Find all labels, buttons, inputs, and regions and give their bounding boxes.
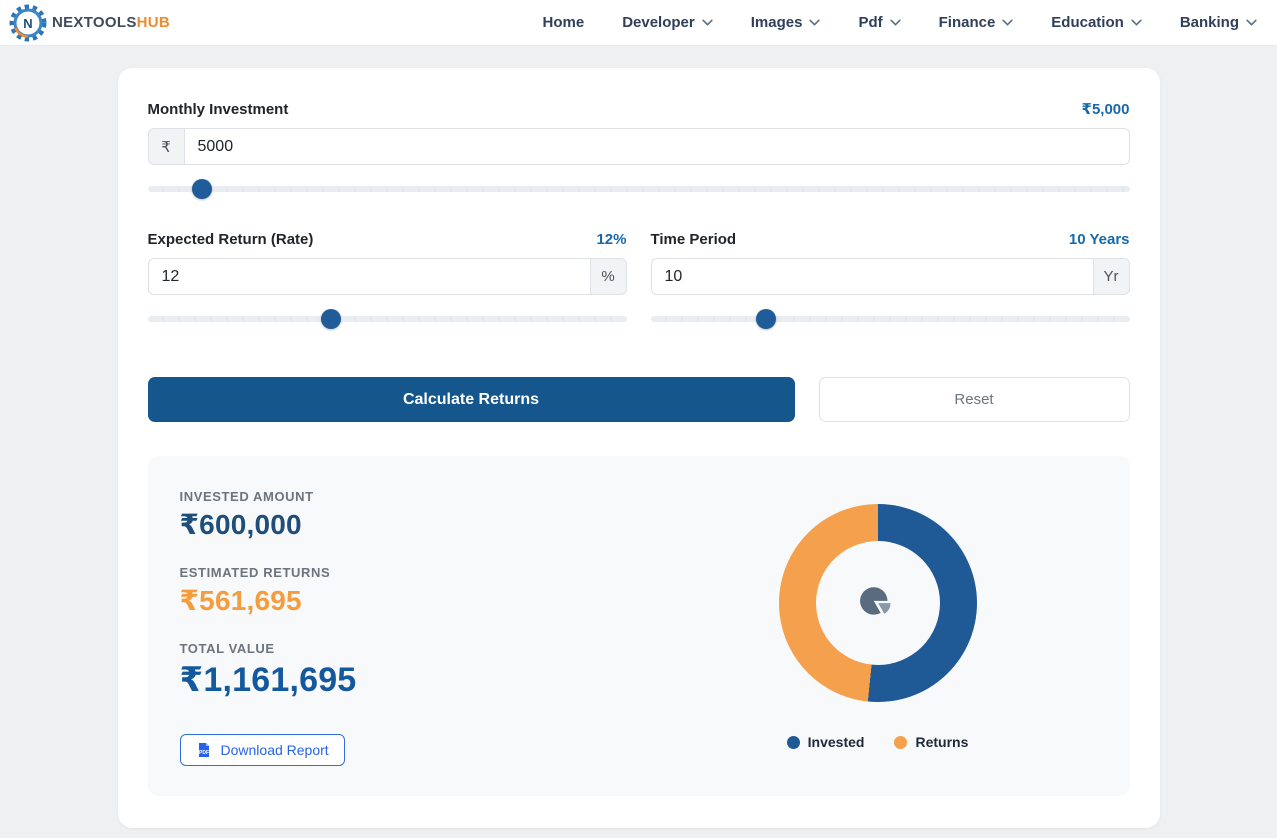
estimated-returns-label: ESTIMATED RETURNS (180, 565, 748, 580)
monthly-investment-field: Monthly Investment ₹5,000 ₹ (148, 100, 1130, 199)
monthly-investment-display-value: ₹5,000 (1082, 100, 1130, 118)
invested-amount-value: ₹600,000 (180, 508, 748, 541)
svg-text:N: N (23, 16, 32, 31)
time-period-input[interactable] (651, 258, 1094, 295)
invested-vs-returns-donut-chart (779, 504, 977, 702)
slider-track (148, 186, 1130, 192)
svg-text:PDF: PDF (199, 750, 209, 756)
slider-thumb[interactable] (321, 309, 341, 329)
nav-item-home[interactable]: Home (543, 14, 585, 31)
total-value-label: TOTAL VALUE (180, 641, 748, 656)
legend-item-returns: Returns (894, 734, 968, 750)
chevron-down-icon (1131, 19, 1142, 26)
rupee-prefix: ₹ (148, 128, 184, 165)
invested-legend-dot (787, 736, 800, 749)
monthly-investment-slider[interactable] (148, 179, 1130, 199)
invested-amount-label: INVESTED AMOUNT (180, 489, 748, 504)
brand-name: NEXTOOLSHUB (52, 14, 170, 31)
nav-item-banking[interactable]: Banking (1180, 14, 1257, 31)
returns-legend-dot (894, 736, 907, 749)
time-period-field: Time Period 10 Years Yr (651, 231, 1130, 329)
time-period-label: Time Period (651, 231, 737, 248)
nav-item-developer[interactable]: Developer (622, 14, 713, 31)
slider-track (148, 316, 627, 322)
chevron-down-icon (809, 19, 820, 26)
total-value-value: ₹1,161,695 (180, 660, 748, 700)
expected-return-display-value: 12% (596, 231, 626, 248)
nav-item-education[interactable]: Education (1051, 14, 1142, 31)
top-navbar: N NEXTOOLSHUB Home Developer Images Pdf … (0, 0, 1277, 46)
monthly-investment-label: Monthly Investment (148, 101, 289, 118)
nav-item-images[interactable]: Images (751, 14, 821, 31)
pdf-file-icon: PDF (196, 742, 212, 758)
nav-item-pdf[interactable]: Pdf (858, 14, 900, 31)
chevron-down-icon (890, 19, 901, 26)
slider-thumb[interactable] (756, 309, 776, 329)
nav-item-finance[interactable]: Finance (939, 14, 1014, 31)
chevron-down-icon (702, 19, 713, 26)
chart-area: Invested Returns (748, 489, 1008, 750)
percent-suffix: % (591, 258, 627, 295)
monthly-investment-input[interactable] (184, 128, 1130, 165)
results-panel: INVESTED AMOUNT ₹600,000 ESTIMATED RETUR… (148, 456, 1130, 796)
reset-button[interactable]: Reset (819, 377, 1130, 422)
expected-return-input[interactable] (148, 258, 591, 295)
download-report-label: Download Report (221, 742, 329, 758)
slider-thumb[interactable] (192, 179, 212, 199)
legend-item-invested: Invested (787, 734, 865, 750)
chart-legend: Invested Returns (787, 734, 969, 750)
sip-calculator-card: Monthly Investment ₹5,000 ₹ Expected Ret… (118, 68, 1160, 828)
time-period-slider[interactable] (651, 309, 1130, 329)
main-nav: Home Developer Images Pdf Finance Educat… (543, 14, 1258, 31)
estimated-returns-value: ₹561,695 (180, 584, 748, 617)
pie-chart-icon (859, 584, 897, 622)
slider-track (651, 316, 1130, 322)
expected-return-slider[interactable] (148, 309, 627, 329)
donut-hole (816, 541, 940, 665)
chevron-down-icon (1246, 19, 1257, 26)
expected-return-field: Expected Return (Rate) 12% % (148, 231, 627, 329)
years-suffix: Yr (1094, 258, 1130, 295)
download-report-button[interactable]: PDF Download Report (180, 734, 345, 766)
expected-return-label: Expected Return (Rate) (148, 231, 314, 248)
results-stats: INVESTED AMOUNT ₹600,000 ESTIMATED RETUR… (180, 489, 748, 766)
time-period-display-value: 10 Years (1069, 231, 1130, 248)
calculate-returns-button[interactable]: Calculate Returns (148, 377, 795, 422)
gear-logo-icon: N (8, 3, 48, 43)
brand-logo[interactable]: N NEXTOOLSHUB (8, 3, 170, 43)
chevron-down-icon (1002, 19, 1013, 26)
